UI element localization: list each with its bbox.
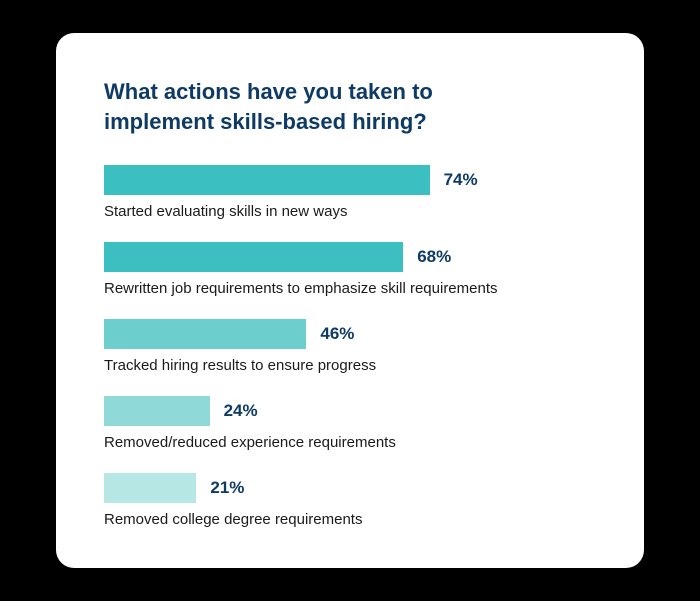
bar-row: 68% Rewritten job requirements to emphas… (104, 242, 596, 297)
bar (104, 396, 210, 426)
bar-value: 24% (224, 401, 258, 421)
bar-track: 74% (104, 165, 596, 195)
bar-label: Started evaluating skills in new ways (104, 203, 596, 220)
bar-label: Removed/reduced experience requirements (104, 434, 596, 451)
bar-track: 46% (104, 319, 596, 349)
bar-label: Removed college degree requirements (104, 511, 596, 528)
chart-card: What actions have you taken to implement… (56, 33, 644, 567)
bar-row: 24% Removed/reduced experience requireme… (104, 396, 596, 451)
bar-value: 21% (210, 478, 244, 498)
bar-value: 74% (444, 170, 478, 190)
bar-row: 46% Tracked hiring results to ensure pro… (104, 319, 596, 374)
bar-track: 21% (104, 473, 596, 503)
bar (104, 319, 306, 349)
bar-row: 21% Removed college degree requirements (104, 473, 596, 528)
bar-row: 74% Started evaluating skills in new way… (104, 165, 596, 220)
bar (104, 242, 403, 272)
bar-track: 68% (104, 242, 596, 272)
bar-value: 68% (417, 247, 451, 267)
bar-label: Tracked hiring results to ensure progres… (104, 357, 596, 374)
bar-label: Rewritten job requirements to emphasize … (104, 280, 596, 297)
bar (104, 473, 196, 503)
chart-title: What actions have you taken to implement… (104, 77, 524, 136)
bar-value: 46% (320, 324, 354, 344)
bar (104, 165, 430, 195)
bar-track: 24% (104, 396, 596, 426)
